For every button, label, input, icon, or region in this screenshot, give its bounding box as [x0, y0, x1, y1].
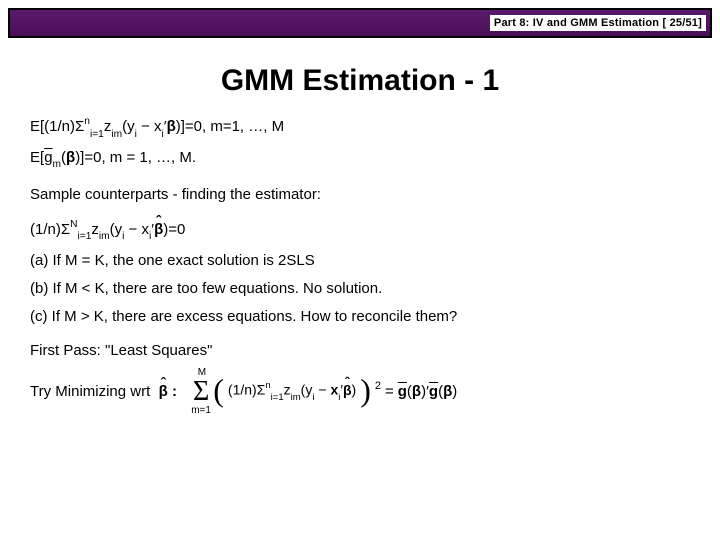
l1-e: im [111, 129, 122, 140]
rhs-d: )′ [421, 383, 429, 400]
beta-hat: β [159, 383, 168, 400]
in-h: − [314, 382, 330, 398]
l1-g: i [135, 129, 137, 140]
in-f: (y [301, 382, 313, 398]
in-m: ) [352, 382, 357, 398]
l4-d: z [91, 221, 99, 238]
slide-content: E[(1/n)Σni=1zim(yi − xi′β)]=0, m=1, …, M… [0, 116, 720, 408]
l4-e: im [99, 231, 110, 242]
moment-condition-2: E[gm(β)]=0, m = 1, …, M. [30, 148, 690, 171]
in-b: i=1 [271, 392, 284, 403]
objective-equation: Try Minimizing wrt β : Σ M m=1 ( (1/n)Σn… [30, 376, 690, 408]
squared: 2 [375, 380, 381, 392]
equals: = [385, 383, 394, 400]
l4-i: i [149, 231, 151, 242]
try-min-label: Try Minimizing wrt β : [30, 383, 177, 400]
l4-b: i=1 [77, 231, 91, 242]
l1-i: i [161, 129, 163, 140]
l1-a: E[(1/n)Σ [30, 118, 84, 135]
l4-k: β [154, 220, 163, 240]
l2-a: E[ [30, 149, 44, 166]
l4-f: (y [110, 221, 123, 238]
header-bar: Part 8: IV and GMM Estimation [ 25/51] [8, 8, 712, 38]
lparen: ( [213, 374, 224, 406]
case-b: (b) If M < K, there are too few equation… [30, 279, 690, 299]
moment-condition-1: E[(1/n)Σni=1zim(yi − xi′β)]=0, m=1, …, M [30, 116, 690, 140]
sum-lower: m=1 [191, 406, 211, 416]
l1-f: (y [122, 118, 135, 135]
l4-c: N [70, 219, 77, 230]
in-c: n [265, 380, 270, 391]
rhs-c: β [412, 383, 421, 400]
l9-text: Try Minimizing wrt [30, 383, 154, 400]
l4-h: − x [124, 221, 149, 238]
in-l: β [343, 382, 352, 398]
first-pass-label: First Pass: "Least Squares" [30, 341, 690, 361]
rparen: ) [360, 374, 371, 406]
l1-h: − x [137, 118, 162, 135]
sample-counterparts-label: Sample counterparts - finding the estima… [30, 185, 690, 205]
l1-b: i=1 [90, 129, 104, 140]
beta-colon: : [168, 383, 177, 400]
rhs-a: g [398, 383, 407, 400]
sample-moment: (1/n)ΣNi=1zim(yi − xi′β)=0 [30, 219, 690, 243]
case-c: (c) If M > K, there are excess equations… [30, 307, 690, 327]
l1-c: n [84, 116, 90, 127]
slide-title: GMM Estimation - 1 [0, 64, 720, 98]
case-a: (a) If M = K, the one exact solution is … [30, 251, 690, 271]
rhs: g(β)′g(β) [398, 383, 457, 400]
header-page-label: Part 8: IV and GMM Estimation [ 25/51] [490, 15, 706, 31]
inner-expr: (1/n)Σni=1zim(yi − xi′β) [228, 381, 356, 401]
sum-upper: M [198, 368, 206, 378]
in-d: z [284, 382, 291, 398]
rhs-e: g [429, 383, 438, 400]
rhs-g: β [443, 383, 452, 400]
l2-e: β [66, 149, 75, 166]
l1-k: β [167, 118, 176, 135]
in-e: im [291, 392, 301, 403]
l2-c: m [53, 159, 62, 170]
l2-b: g [44, 149, 52, 166]
in-a: (1/n)Σ [228, 382, 265, 398]
big-sum: Σ M m=1 [193, 378, 209, 406]
l4-l: )=0 [163, 221, 185, 238]
l4-a: (1/n)Σ [30, 221, 70, 238]
l2-f: )]=0, m = 1, …, M. [75, 149, 196, 166]
rhs-h: ) [452, 383, 457, 400]
l1-l: )]=0, m=1, …, M [176, 118, 284, 135]
